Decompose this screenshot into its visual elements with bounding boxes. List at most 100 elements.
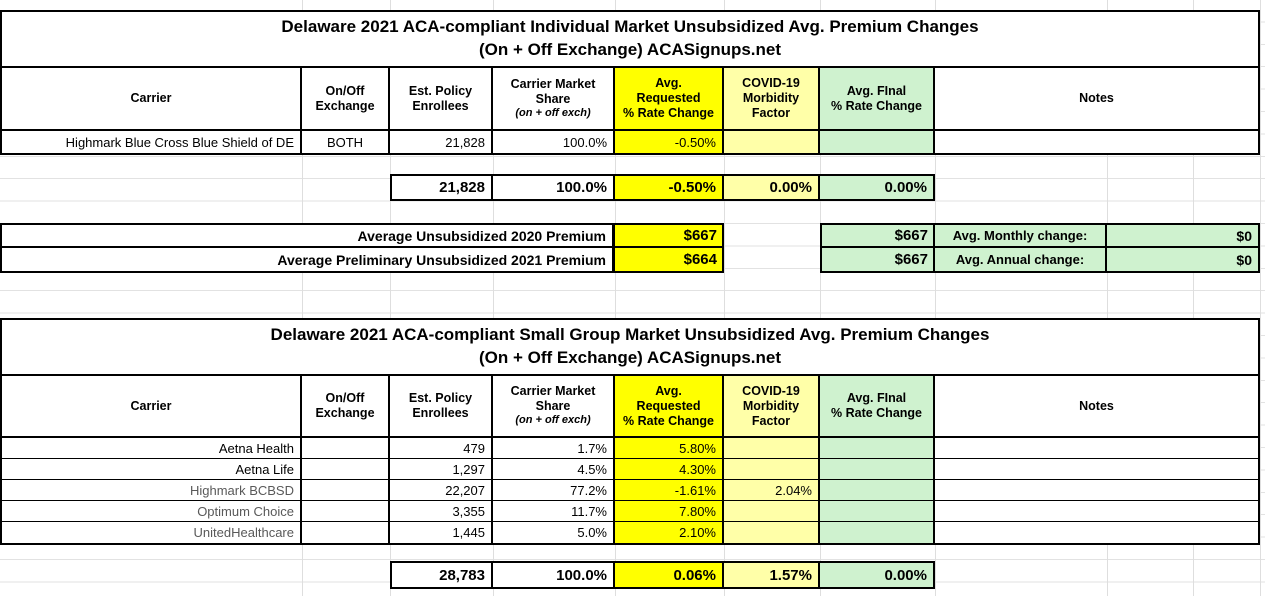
cell-enrollees[interactable]: 3,355: [390, 501, 493, 522]
cell-notes[interactable]: [935, 131, 1258, 153]
cell-market-share[interactable]: 11.7%: [493, 501, 615, 522]
col-header-morbidity[interactable]: COVID-19 Morbidity Factor: [724, 68, 820, 131]
total-final-rate[interactable]: 0.00%: [820, 176, 933, 199]
cell-requested-rate[interactable]: 5.80%: [615, 438, 724, 459]
cell-enrollees[interactable]: 1,297: [390, 459, 493, 480]
total-market-share[interactable]: 100.0%: [493, 563, 615, 587]
individual-totals-row: 21,828 100.0% -0.50% 0.00% 0.00%: [390, 174, 935, 201]
cell-market-share[interactable]: 1.7%: [493, 438, 615, 459]
cell-market-share[interactable]: 4.5%: [493, 459, 615, 480]
cell-carrier[interactable]: Aetna Health: [2, 438, 302, 459]
col-header-enrollees[interactable]: Est. Policy Enrollees: [390, 376, 493, 438]
market-share-label: Carrier Market Share: [510, 76, 596, 106]
total-enrollees[interactable]: 28,783: [392, 563, 493, 587]
cell-morbidity[interactable]: [724, 438, 820, 459]
small-group-table-title[interactable]: Delaware 2021 ACA-compliant Small Group …: [2, 320, 1258, 376]
cell-carrier[interactable]: Optimum Choice: [2, 501, 302, 522]
col-header-carrier[interactable]: Carrier: [2, 68, 302, 131]
small-group-totals-row: 28,783 100.0% 0.06% 1.57% 0.00%: [390, 561, 935, 589]
cell-morbidity[interactable]: 2.04%: [724, 480, 820, 501]
premium-2021-value[interactable]: $664: [683, 251, 717, 268]
cell-enrollees[interactable]: 1,445: [390, 522, 493, 543]
market-share-sublabel: (on + off exch): [515, 106, 591, 119]
cell-carrier[interactable]: Highmark BCBSD: [2, 480, 302, 501]
premium-requested-box: $667 $664: [613, 223, 724, 273]
total-market-share[interactable]: 100.0%: [493, 176, 615, 199]
cell-requested-rate[interactable]: 7.80%: [615, 501, 724, 522]
cell-exchange[interactable]: BOTH: [302, 131, 390, 153]
cell-exchange[interactable]: [302, 438, 390, 459]
premium-2020-value[interactable]: $667: [615, 225, 722, 248]
cell-market-share[interactable]: 5.0%: [493, 522, 615, 543]
individual-title-line2: (On + Off Exchange) ACASignups.net: [478, 40, 782, 59]
cell-morbidity[interactable]: [724, 459, 820, 480]
total-morbidity[interactable]: 1.57%: [724, 563, 820, 587]
cell-morbidity[interactable]: [724, 131, 820, 153]
premium-2021-final-value[interactable]: $667: [822, 248, 935, 271]
premium-2020-final-value[interactable]: $667: [822, 225, 935, 248]
cell-requested-rate[interactable]: -1.61%: [615, 480, 724, 501]
total-final-rate[interactable]: 0.00%: [820, 563, 933, 587]
cell-carrier[interactable]: Highmark Blue Cross Blue Shield of DE: [2, 131, 302, 153]
col-header-market-share[interactable]: Carrier Market Share (on + off exch): [493, 68, 615, 131]
col-header-morbidity[interactable]: COVID-19 Morbidity Factor: [724, 376, 820, 438]
cell-notes[interactable]: [935, 522, 1258, 543]
cell-requested-rate[interactable]: -0.50%: [615, 131, 724, 153]
individual-market-table: Delaware 2021 ACA-compliant Individual M…: [0, 10, 1260, 155]
monthly-change-label[interactable]: Avg. Monthly change:: [935, 225, 1107, 248]
cell-exchange[interactable]: [302, 459, 390, 480]
col-header-final[interactable]: Avg. FInal % Rate Change: [820, 376, 935, 438]
cell-exchange[interactable]: [302, 501, 390, 522]
cell-morbidity[interactable]: [724, 501, 820, 522]
individual-title-line1: Delaware 2021 ACA-compliant Individual M…: [281, 17, 979, 37]
col-header-notes[interactable]: Notes: [935, 68, 1258, 131]
col-header-notes[interactable]: Notes: [935, 376, 1258, 438]
cell-exchange[interactable]: [302, 522, 390, 543]
col-header-exchange[interactable]: On/Off Exchange: [302, 68, 390, 131]
cell-enrollees[interactable]: 21,828: [390, 131, 493, 153]
premium-final-box: $667 Avg. Monthly change: $0 $667 Avg. A…: [820, 223, 1260, 273]
premium-labels-box: Average Unsubsidized 2020 Premium Averag…: [0, 223, 614, 273]
col-header-requested[interactable]: Avg. Requested % Rate Change: [615, 376, 724, 438]
cell-final-rate[interactable]: [820, 501, 935, 522]
col-header-market-share[interactable]: Carrier Market Share (on + off exch): [493, 376, 615, 438]
col-header-requested[interactable]: Avg. Requested % Rate Change: [615, 68, 724, 131]
small-group-market-table: Delaware 2021 ACA-compliant Small Group …: [0, 318, 1260, 545]
cell-notes[interactable]: [935, 501, 1258, 522]
monthly-change-value[interactable]: $0: [1107, 225, 1258, 248]
premium-2021-label[interactable]: Average Preliminary Unsubsidized 2021 Pr…: [277, 251, 606, 268]
cell-requested-rate[interactable]: 4.30%: [615, 459, 724, 480]
cell-carrier[interactable]: Aetna Life: [2, 459, 302, 480]
cell-enrollees[interactable]: 479: [390, 438, 493, 459]
cell-notes[interactable]: [935, 438, 1258, 459]
annual-change-label[interactable]: Avg. Annual change:: [935, 248, 1107, 271]
small-group-title-line2: (On + Off Exchange) ACASignups.net: [478, 348, 782, 367]
cell-market-share[interactable]: 77.2%: [493, 480, 615, 501]
cell-carrier[interactable]: UnitedHealthcare: [2, 522, 302, 543]
total-requested-rate[interactable]: -0.50%: [615, 176, 724, 199]
total-morbidity[interactable]: 0.00%: [724, 176, 820, 199]
col-header-exchange[interactable]: On/Off Exchange: [302, 376, 390, 438]
total-enrollees[interactable]: 21,828: [392, 176, 493, 199]
cell-requested-rate[interactable]: 2.10%: [615, 522, 724, 543]
cell-exchange[interactable]: [302, 480, 390, 501]
cell-market-share[interactable]: 100.0%: [493, 131, 615, 153]
cell-morbidity[interactable]: [724, 522, 820, 543]
cell-notes[interactable]: [935, 459, 1258, 480]
cell-final-rate[interactable]: [820, 459, 935, 480]
col-header-final[interactable]: Avg. FInal % Rate Change: [820, 68, 935, 131]
premium-2020-label[interactable]: Average Unsubsidized 2020 Premium: [2, 225, 612, 248]
total-requested-rate[interactable]: 0.06%: [615, 563, 724, 587]
col-header-enrollees[interactable]: Est. Policy Enrollees: [390, 68, 493, 131]
cell-enrollees[interactable]: 22,207: [390, 480, 493, 501]
cell-final-rate[interactable]: [820, 522, 935, 543]
cell-final-rate[interactable]: [820, 131, 935, 153]
cell-final-rate[interactable]: [820, 480, 935, 501]
cell-notes[interactable]: [935, 480, 1258, 501]
market-share-label: Carrier Market Share: [510, 384, 596, 414]
col-header-carrier[interactable]: Carrier: [2, 376, 302, 438]
cell-final-rate[interactable]: [820, 438, 935, 459]
individual-table-title[interactable]: Delaware 2021 ACA-compliant Individual M…: [2, 12, 1258, 68]
market-share-sublabel: (on + off exch): [515, 414, 591, 427]
annual-change-value[interactable]: $0: [1236, 251, 1252, 268]
